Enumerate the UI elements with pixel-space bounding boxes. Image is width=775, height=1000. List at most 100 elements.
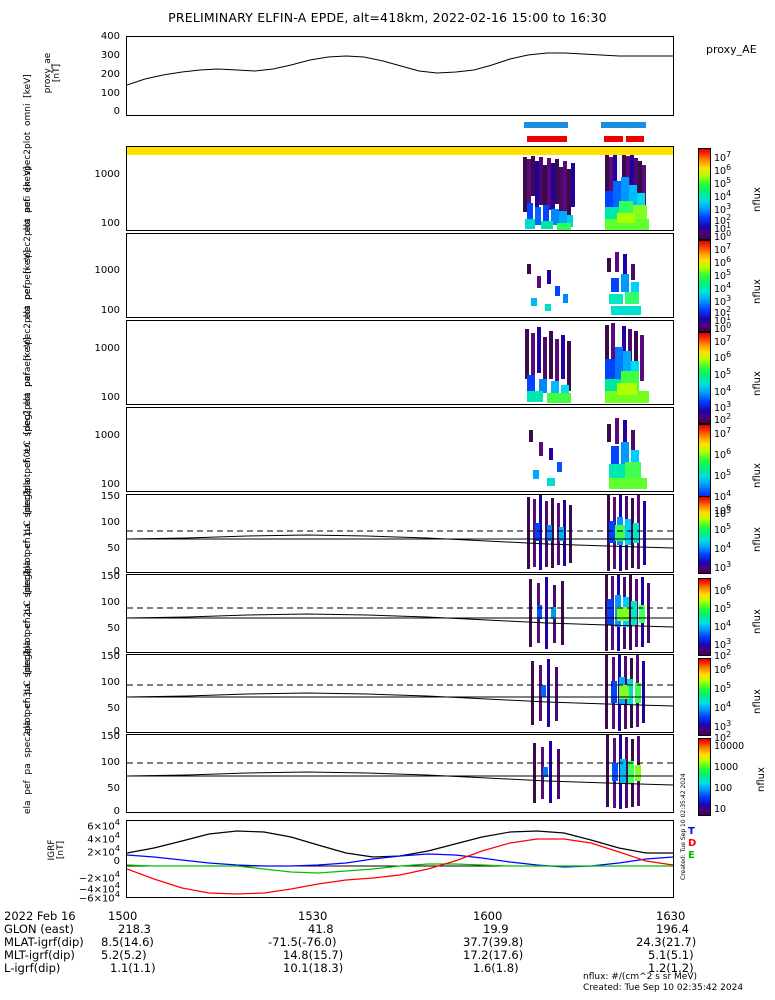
colorbar-tick: 102 bbox=[714, 412, 732, 427]
spectrogram-anti bbox=[527, 252, 641, 315]
colorbar-tick: 103 bbox=[714, 637, 732, 652]
colorbar-tick: 106 bbox=[714, 163, 732, 178]
colorbar-tick: 105 bbox=[714, 601, 732, 616]
panel-proxy-ae-ylabel: proxy_ae [nT] bbox=[43, 52, 62, 94]
ytick: 100 bbox=[100, 392, 120, 403]
colorbar-tick: 105 bbox=[714, 268, 732, 283]
colorbar-label: nflux bbox=[752, 527, 763, 552]
footer-label-l: L-igrf(dip) bbox=[4, 961, 61, 975]
footer-value: 17.2(17.6) bbox=[463, 948, 524, 962]
ytick: 150 bbox=[100, 571, 120, 582]
ytick: 0 bbox=[113, 726, 120, 737]
igrf-legend-t: T bbox=[688, 826, 695, 837]
colorbar-perp bbox=[698, 332, 711, 424]
proxy-ae-trace bbox=[127, 52, 673, 86]
colorbar-tick: 105 bbox=[714, 522, 732, 537]
colorbar-tick: 105 bbox=[714, 681, 732, 696]
colorbar-tick: 104 bbox=[714, 281, 732, 296]
colorbar-label: nflux bbox=[752, 279, 763, 304]
colorbar-tick: 107 bbox=[714, 334, 732, 349]
ytick: 100 bbox=[100, 305, 120, 316]
footer-value: 1.1(1.1) bbox=[110, 961, 156, 975]
footer-value: 8.5(14.6) bbox=[101, 935, 154, 949]
footer-value: 10.1(18.3) bbox=[283, 961, 344, 975]
footer-label-date: 2022 Feb 16 bbox=[4, 909, 76, 923]
xtick-label: 1530 bbox=[298, 909, 328, 923]
spectrogram-ch1lc bbox=[127, 575, 673, 651]
colorbar-tick: 10000 bbox=[714, 741, 745, 752]
xtick-label: 1600 bbox=[473, 909, 503, 923]
panel-pa-ch2lc[interactable] bbox=[126, 654, 674, 733]
colorbar-tick: 104 bbox=[714, 619, 732, 634]
panel-pa-ch3lc[interactable] bbox=[126, 734, 674, 813]
panel-en-para[interactable] bbox=[126, 407, 674, 492]
ytick: 100 bbox=[100, 218, 120, 229]
colorbar-tick: 10 bbox=[714, 804, 727, 815]
panel-proxy-ae-right-label: proxy_AE bbox=[706, 43, 757, 56]
panel-en-perp[interactable] bbox=[126, 320, 674, 405]
ytick: 1000 bbox=[94, 430, 120, 441]
colorbar-omni bbox=[698, 148, 711, 240]
ytick: 1000 bbox=[94, 343, 120, 354]
ytick: 100 bbox=[100, 597, 120, 608]
ytick: 200 bbox=[100, 69, 120, 80]
footer-label-glon: GLON (east) bbox=[4, 922, 74, 936]
xtick-label: 1500 bbox=[108, 909, 138, 923]
ytick: 300 bbox=[100, 50, 120, 61]
igrf-vertical-note: Created: Tue Sep 10 02:35:42 2024 bbox=[680, 773, 687, 880]
ytick: 1000 bbox=[94, 265, 120, 276]
colorbar-label: nflux bbox=[752, 609, 763, 634]
igrf-trace-e bbox=[127, 863, 673, 874]
footer-label-mlt: MLT-igrf(dip) bbox=[4, 948, 75, 962]
colorbar-ch1lc bbox=[698, 578, 711, 656]
panel-proxy-ae[interactable] bbox=[126, 36, 674, 116]
ytick: 100 bbox=[100, 517, 120, 528]
footer-value: 5.1(5.1) bbox=[648, 948, 694, 962]
ytick: 0 bbox=[113, 106, 120, 117]
footer-value: 196.4 bbox=[656, 922, 689, 936]
colorbar-tick: 102 bbox=[714, 213, 732, 228]
colorbar-tick: 106 bbox=[714, 350, 732, 365]
colorbar-tick: 102 bbox=[714, 305, 732, 320]
ytick: −4×104 bbox=[78, 880, 120, 896]
footer-value: 14.8(15.7) bbox=[283, 948, 344, 962]
colorbar-tick: 100 bbox=[714, 321, 732, 336]
panel-pa-ch1lc[interactable] bbox=[126, 574, 674, 653]
ytick: 0 bbox=[113, 566, 120, 577]
colorbar-tick: 106 bbox=[714, 503, 732, 518]
colorbar-tick: 103 bbox=[714, 202, 732, 217]
colorbar-tick: 104 bbox=[714, 700, 732, 715]
panel-en-anti[interactable] bbox=[126, 233, 674, 318]
spectrogram-ch3lc bbox=[127, 735, 673, 809]
page-title: PRELIMINARY ELFIN-A EPDE, alt=418km, 202… bbox=[168, 10, 607, 25]
panel-igrf[interactable] bbox=[126, 820, 674, 898]
ytick: 100 bbox=[100, 479, 120, 490]
colorbar-tick: 104 bbox=[714, 189, 732, 204]
science-zone-bar-red bbox=[604, 136, 623, 142]
ytick: 50 bbox=[107, 703, 120, 714]
ytick: 0 bbox=[113, 856, 120, 867]
igrf-legend-e: E bbox=[688, 850, 695, 861]
spectrogram-omni bbox=[523, 151, 649, 230]
colorbar-label: nflux bbox=[752, 689, 763, 714]
colorbar-label: nflux bbox=[756, 767, 767, 792]
ytick: 50 bbox=[107, 783, 120, 794]
spectrogram-para bbox=[529, 418, 647, 489]
ytick: 150 bbox=[100, 651, 120, 662]
colorbar-tick: 103 bbox=[714, 719, 732, 734]
science-zone-bar-blue bbox=[601, 122, 646, 128]
spectrogram-ch0lc bbox=[127, 495, 673, 571]
ytick: 50 bbox=[107, 543, 120, 554]
ytick: 100 bbox=[100, 677, 120, 688]
footer-value: 41.8 bbox=[308, 922, 334, 936]
colorbar-tick: 107 bbox=[714, 426, 732, 441]
panel-en-omni[interactable] bbox=[126, 146, 674, 231]
ytick: 0 bbox=[113, 646, 120, 657]
colorbar-ch3lc bbox=[698, 738, 711, 816]
ytick: 150 bbox=[100, 731, 120, 742]
colorbar-tick: 102 bbox=[714, 648, 732, 663]
colorbar-label: nflux bbox=[752, 371, 763, 396]
colorbar-tick: 105 bbox=[714, 176, 732, 191]
ytick: 2×104 bbox=[87, 843, 120, 859]
panel-pa-ch0lc[interactable] bbox=[126, 494, 674, 573]
